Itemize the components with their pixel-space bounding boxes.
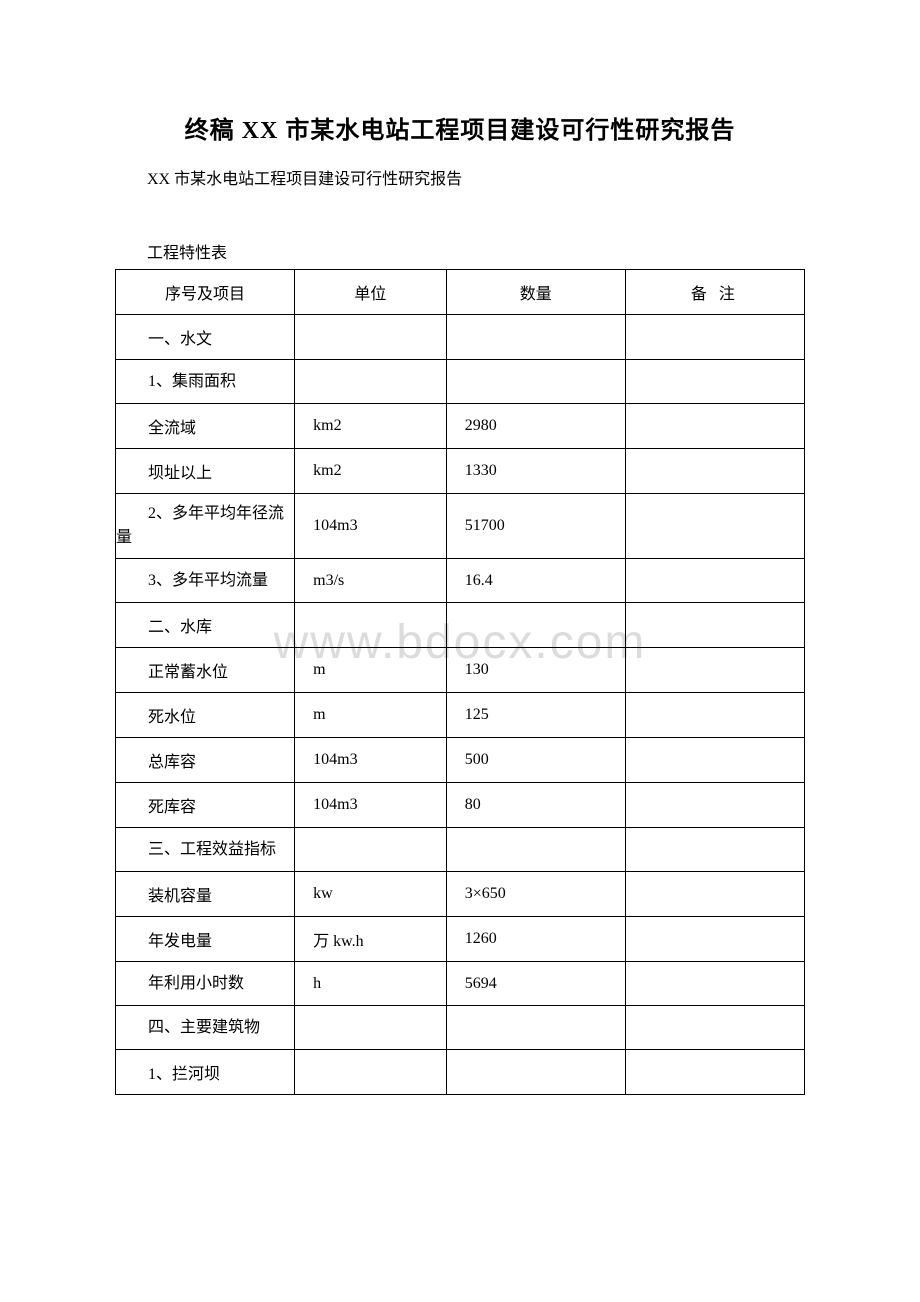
cell-item: 死水位 [116,693,295,738]
cell-note [625,693,804,738]
cell-note [625,962,804,1006]
table-row: 死库容104m380 [116,783,805,828]
cell-unit [295,360,447,404]
cell-item: 年利用小时数 [116,962,295,1006]
table-row: 总库容104m3500 [116,738,805,783]
table-row: 一、水文 [116,315,805,360]
cell-unit: h [295,962,447,1006]
table-row: 三、工程效益指标 [116,828,805,872]
table-row: 3、多年平均流量m3/s16.4 [116,559,805,603]
cell-item: 1、拦河坝 [116,1050,295,1095]
cell-note [625,648,804,693]
cell-unit: km2 [295,404,447,449]
cell-quantity: 80 [446,783,625,828]
cell-quantity: 2980 [446,404,625,449]
cell-item: 坝址以上 [116,449,295,494]
cell-quantity [446,828,625,872]
table-row: 装机容量kw3×650 [116,872,805,917]
cell-quantity: 16.4 [446,559,625,603]
cell-item: 死库容 [116,783,295,828]
table-row: 2、多年平均年径流量104m351700 [116,494,805,559]
cell-unit: kw [295,872,447,917]
cell-unit [295,603,447,648]
cell-item: 年发电量 [116,917,295,962]
cell-quantity [446,315,625,360]
header-col1: 序号及项目 [116,270,295,315]
cell-note [625,783,804,828]
cell-quantity [446,1050,625,1095]
cell-quantity: 1260 [446,917,625,962]
table-caption: 工程特性表 [115,239,805,263]
table-row: 四、主要建筑物 [116,1006,805,1050]
cell-unit: km2 [295,449,447,494]
table-row: 二、水库 [116,603,805,648]
cell-item: 1、集雨面积 [116,360,295,404]
table-row: 年发电量万 kw.h1260 [116,917,805,962]
cell-item: 二、水库 [116,603,295,648]
cell-quantity [446,360,625,404]
cell-item: 2、多年平均年径流量 [116,494,295,559]
cell-item: 3、多年平均流量 [116,559,295,603]
cell-note [625,828,804,872]
cell-quantity [446,603,625,648]
cell-item: 全流域 [116,404,295,449]
table-row: 坝址以上km21330 [116,449,805,494]
cell-note [625,559,804,603]
cell-unit [295,315,447,360]
cell-note [625,315,804,360]
document-subtitle: XX 市某水电站工程项目建设可行性研究报告 [115,165,805,189]
cell-unit: m [295,693,447,738]
cell-quantity: 5694 [446,962,625,1006]
table-row: 1、拦河坝 [116,1050,805,1095]
cell-note [625,738,804,783]
cell-note [625,917,804,962]
document-title: 终稿 XX 市某水电站工程项目建设可行性研究报告 [115,110,805,145]
cell-note [625,1006,804,1050]
cell-note [625,1050,804,1095]
cell-quantity: 3×650 [446,872,625,917]
cell-unit [295,828,447,872]
cell-unit [295,1050,447,1095]
cell-quantity: 500 [446,738,625,783]
document-content: 终稿 XX 市某水电站工程项目建设可行性研究报告 XX 市某水电站工程项目建设可… [115,110,805,1095]
cell-unit: 104m3 [295,738,447,783]
cell-unit: 104m3 [295,783,447,828]
cell-item: 四、主要建筑物 [116,1006,295,1050]
cell-quantity: 125 [446,693,625,738]
table-header-row: 序号及项目 单位 数量 备 注 [116,270,805,315]
cell-item: 装机容量 [116,872,295,917]
cell-item: 一、水文 [116,315,295,360]
cell-quantity [446,1006,625,1050]
cell-item: 正常蓄水位 [116,648,295,693]
header-col3: 数量 [446,270,625,315]
header-col2: 单位 [295,270,447,315]
cell-note [625,449,804,494]
cell-note [625,494,804,559]
cell-unit: 104m3 [295,494,447,559]
table-row: 1、集雨面积 [116,360,805,404]
cell-note [625,404,804,449]
cell-item: 三、工程效益指标 [116,828,295,872]
cell-quantity: 1330 [446,449,625,494]
cell-unit: 万 kw.h [295,917,447,962]
cell-unit: m [295,648,447,693]
characteristics-table: 序号及项目 单位 数量 备 注 一、水文1、集雨面积全流域km22980坝址以上… [115,269,805,1095]
cell-note [625,872,804,917]
table-row: 全流域km22980 [116,404,805,449]
cell-quantity: 130 [446,648,625,693]
cell-unit [295,1006,447,1050]
table-row: 正常蓄水位m130 [116,648,805,693]
header-col4: 备 注 [625,270,804,315]
cell-unit: m3/s [295,559,447,603]
cell-item: 总库容 [116,738,295,783]
cell-quantity: 51700 [446,494,625,559]
table-row: 死水位m125 [116,693,805,738]
cell-note [625,360,804,404]
table-row: 年利用小时数h5694 [116,962,805,1006]
cell-note [625,603,804,648]
